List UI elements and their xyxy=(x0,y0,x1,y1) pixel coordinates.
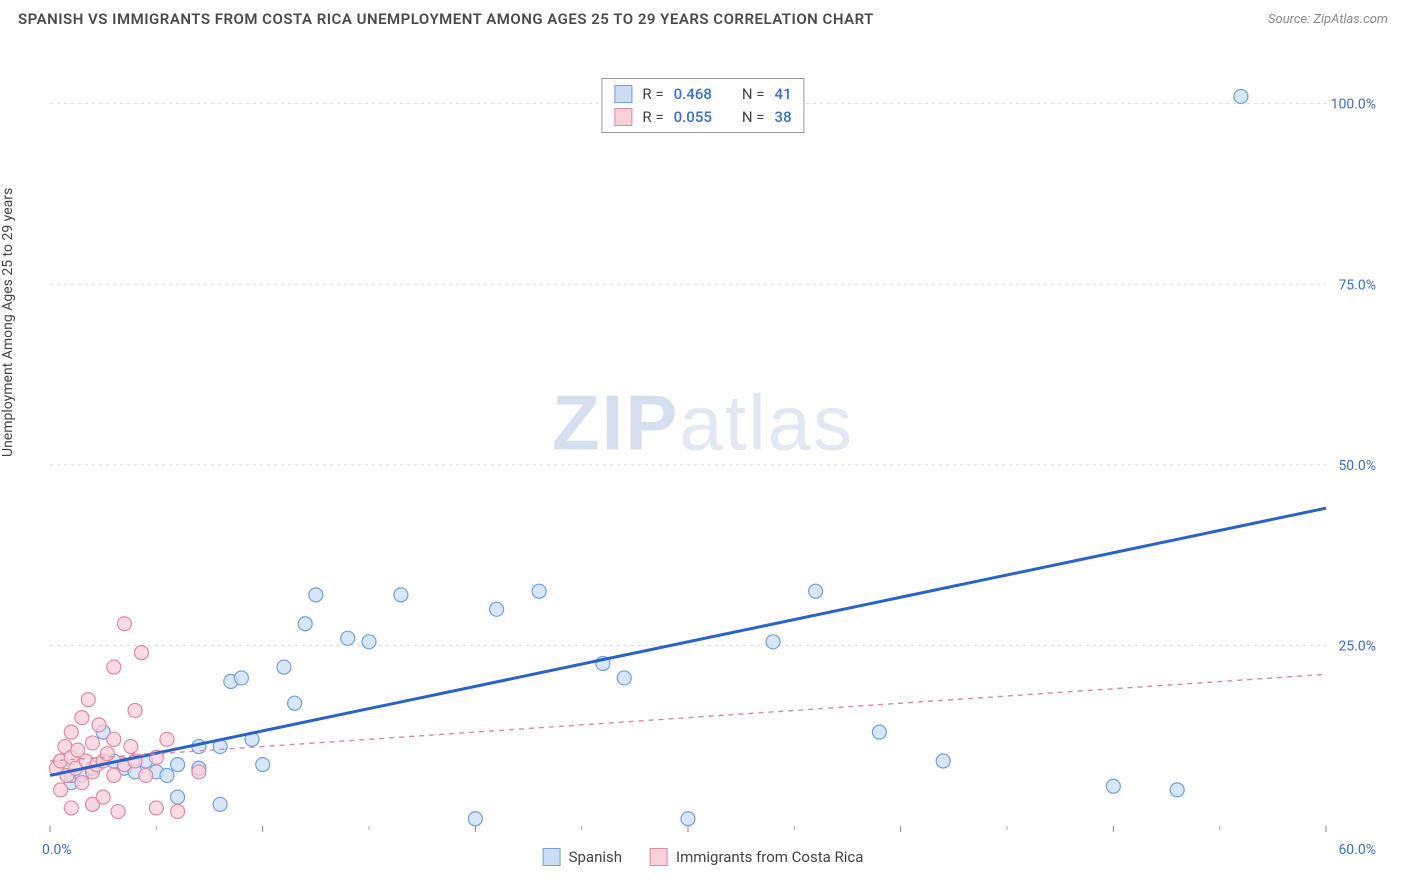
data-point xyxy=(171,758,185,772)
data-point xyxy=(1170,783,1184,797)
data-point xyxy=(160,732,174,746)
data-point xyxy=(681,812,695,826)
series-swatch xyxy=(614,85,632,103)
r-value: 0.055 xyxy=(674,106,712,129)
source-label: Source: ZipAtlas.com xyxy=(1268,12,1388,27)
data-point xyxy=(256,758,270,772)
data-point xyxy=(107,768,121,782)
data-point xyxy=(107,660,121,674)
data-point xyxy=(532,584,546,598)
data-point xyxy=(54,783,68,797)
y-tick-label: 100.0% xyxy=(1331,97,1376,113)
data-point xyxy=(64,801,78,815)
data-point xyxy=(234,671,248,685)
data-point xyxy=(1106,779,1120,793)
data-point xyxy=(490,602,504,616)
n-value: 38 xyxy=(775,106,792,129)
trend-line xyxy=(50,508,1326,775)
chart-area: Unemployment Among Ages 25 to 29 years Z… xyxy=(0,34,1406,880)
n-value: 41 xyxy=(775,83,792,106)
data-point xyxy=(766,635,780,649)
legend-swatch xyxy=(543,848,561,866)
data-point xyxy=(107,732,121,746)
n-label: N = xyxy=(742,83,765,106)
data-point xyxy=(128,703,142,717)
r-label: R = xyxy=(642,106,663,129)
data-point xyxy=(298,617,312,631)
data-point xyxy=(362,635,376,649)
data-point xyxy=(171,790,185,804)
legend-item: Spanish xyxy=(543,848,622,866)
y-tick-label: 50.0% xyxy=(1338,458,1376,474)
legend-label: Immigrants from Costa Rica xyxy=(676,848,863,866)
data-point xyxy=(100,747,114,761)
data-point xyxy=(117,617,131,631)
data-point xyxy=(617,671,631,685)
y-tick-label: 75.0% xyxy=(1338,277,1376,293)
scatter-plot-svg: 25.0% 50.0% 75.0% 100.0% 0.0% 60.0% xyxy=(0,34,1406,880)
data-point xyxy=(111,805,125,819)
data-point xyxy=(309,588,323,602)
data-point xyxy=(124,740,138,754)
stat-row: R = 0.468 N = 41 xyxy=(614,83,791,106)
stat-row: R = 0.055 N = 38 xyxy=(614,106,791,129)
correlation-stat-box: R = 0.468 N = 41 R = 0.055 N = 38 xyxy=(601,78,804,133)
data-point xyxy=(139,768,153,782)
data-point xyxy=(75,776,89,790)
data-point xyxy=(213,797,227,811)
data-point xyxy=(277,660,291,674)
data-point xyxy=(149,801,163,815)
data-point xyxy=(75,711,89,725)
legend-item: Immigrants from Costa Rica xyxy=(650,848,863,866)
data-point xyxy=(809,584,823,598)
x-tick-label: 60.0% xyxy=(1338,842,1376,858)
data-point xyxy=(936,754,950,768)
legend-label: Spanish xyxy=(569,848,622,866)
n-label: N = xyxy=(742,106,765,129)
data-point xyxy=(171,805,185,819)
data-point xyxy=(96,790,110,804)
data-point xyxy=(81,693,95,707)
chart-title: SPANISH VS IMMIGRANTS FROM COSTA RICA UN… xyxy=(18,10,874,28)
data-point xyxy=(134,646,148,660)
header: SPANISH VS IMMIGRANTS FROM COSTA RICA UN… xyxy=(0,0,1406,34)
data-point xyxy=(86,736,100,750)
data-point xyxy=(468,812,482,826)
data-point xyxy=(92,718,106,732)
data-point xyxy=(64,725,78,739)
data-point xyxy=(341,631,355,645)
r-value: 0.468 xyxy=(674,83,712,106)
trend-line xyxy=(50,674,1326,761)
series-swatch xyxy=(614,108,632,126)
data-point xyxy=(160,768,174,782)
data-point xyxy=(394,588,408,602)
x-tick-label: 0.0% xyxy=(42,842,72,858)
data-point xyxy=(288,696,302,710)
data-point xyxy=(872,725,886,739)
y-tick-label: 25.0% xyxy=(1338,638,1376,654)
r-label: R = xyxy=(642,83,663,106)
data-point xyxy=(192,765,206,779)
data-point xyxy=(1234,89,1248,103)
legend-swatch xyxy=(650,848,668,866)
bottom-legend: Spanish Immigrants from Costa Rica xyxy=(543,848,864,866)
